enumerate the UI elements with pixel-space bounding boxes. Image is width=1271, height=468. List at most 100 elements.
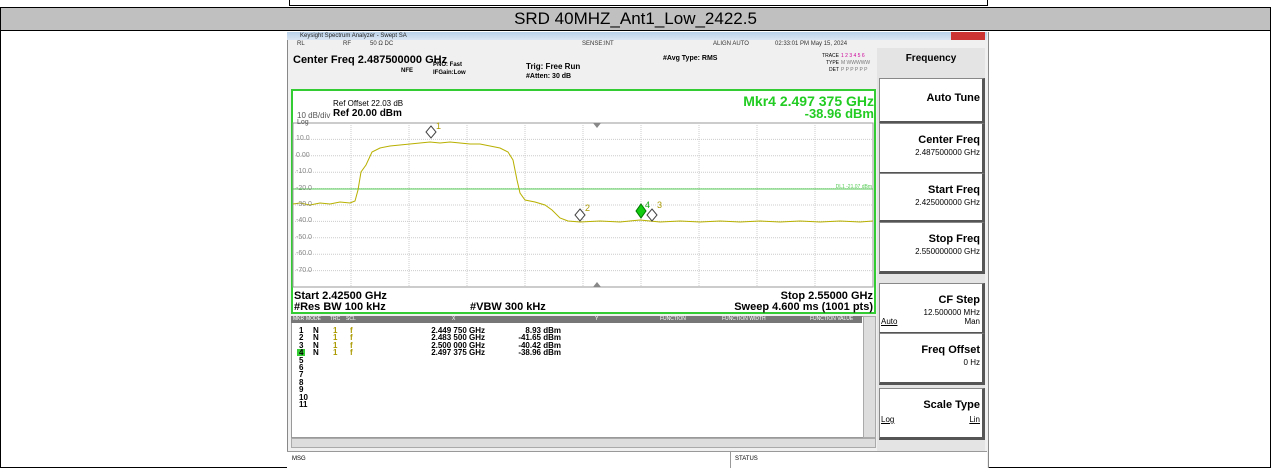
avg: #Avg Type: RMS bbox=[663, 55, 718, 62]
menu-label: Stop Freq bbox=[928, 233, 980, 245]
status-item: ALIGN AUTO bbox=[713, 41, 749, 47]
column-header: X bbox=[452, 316, 456, 322]
menu-label: Center Freq bbox=[918, 134, 980, 146]
start: Start 2.42500 GHz bbox=[294, 290, 387, 302]
cell: 4 bbox=[299, 348, 304, 358]
ref-level: Ref 20.00 dBm bbox=[333, 108, 402, 119]
window-controls bbox=[951, 32, 985, 40]
column-header: FUNCTION VALUE bbox=[810, 316, 854, 322]
column-header: MKR bbox=[293, 316, 305, 322]
cell: -40.42 dBm bbox=[518, 340, 561, 350]
y-label: 10.0 bbox=[296, 135, 310, 143]
cell: 2 bbox=[299, 333, 304, 343]
cell: 1 bbox=[333, 340, 338, 350]
column-header: FUNCTION WIDTH bbox=[722, 316, 766, 322]
pno: PNO: Fast bbox=[433, 62, 463, 68]
menu-value: 0 Hz bbox=[963, 358, 980, 367]
marker-4 bbox=[635, 203, 647, 219]
ifgain: IFGain:Low bbox=[433, 70, 466, 76]
cell: 2.497 375 GHz bbox=[431, 348, 485, 358]
y-label: -70.0 bbox=[296, 266, 312, 274]
cell: 10 bbox=[299, 392, 308, 402]
cell: 7 bbox=[299, 370, 304, 380]
cell: 8.93 dBm bbox=[525, 326, 561, 335]
menu-value: 12.500000 MHz bbox=[923, 308, 980, 317]
cell: N bbox=[313, 348, 319, 358]
menu-value: 2.550000000 GHz bbox=[915, 247, 980, 256]
status-item: RF bbox=[343, 41, 351, 47]
y-label: -30.0 bbox=[296, 201, 312, 208]
row-highlight bbox=[297, 349, 305, 357]
menu-label: Auto Tune bbox=[926, 92, 980, 104]
y-label: -50.0 bbox=[296, 233, 312, 241]
marker-2 bbox=[574, 208, 586, 222]
msg: MSG bbox=[292, 456, 306, 462]
y-label: -60.0 bbox=[296, 250, 312, 258]
center-tick bbox=[593, 123, 601, 128]
menu-option: Lin bbox=[969, 415, 980, 424]
cell: -38.96 dBm bbox=[518, 348, 561, 358]
cell: 1 bbox=[299, 326, 304, 335]
menu-label: Start Freq bbox=[928, 184, 980, 196]
trace-val: M WWWWW bbox=[841, 60, 871, 66]
status-item: 02:33:01 PM May 15, 2024 bbox=[775, 41, 848, 47]
menu-key[interactable] bbox=[879, 333, 985, 385]
trig: Trig: Free Run bbox=[526, 62, 581, 71]
display-line-label: DL1 -21.07 dBm bbox=[835, 184, 872, 190]
cell: f bbox=[350, 326, 353, 335]
trace-val: 1 2 3 4 5 6 bbox=[841, 53, 865, 59]
menu-key[interactable] bbox=[879, 78, 985, 124]
cell: N bbox=[313, 333, 319, 343]
cell: 1 bbox=[333, 333, 338, 343]
msg-divider bbox=[730, 451, 731, 468]
menu-label: CF Step bbox=[938, 294, 980, 306]
y-label: -10.0 bbox=[296, 168, 312, 176]
cell: 11 bbox=[299, 400, 308, 409]
trace bbox=[292, 141, 874, 223]
menu-key[interactable] bbox=[879, 283, 985, 335]
atten: #Atten: 30 dB bbox=[526, 73, 572, 80]
column-header: SCL bbox=[346, 316, 356, 322]
cell: 9 bbox=[299, 385, 304, 395]
cell: -41.65 dBm bbox=[518, 333, 561, 343]
menu-key[interactable] bbox=[879, 222, 985, 274]
ref-offset: Ref Offset 22.03 dB bbox=[333, 99, 404, 108]
marker-amp: -38.96 dBm bbox=[804, 106, 874, 121]
marker-3 bbox=[646, 208, 658, 222]
cell: 2.449 750 GHz bbox=[431, 326, 485, 335]
center-tick bbox=[593, 282, 601, 287]
cell: 8 bbox=[299, 377, 304, 387]
marker-label: 1 bbox=[436, 121, 442, 131]
status-item: 50 Ω DC bbox=[370, 41, 394, 47]
header-title: SRD 40MHZ_Ant1_Low_2422.5 bbox=[514, 9, 757, 28]
menu-option: Auto bbox=[881, 317, 898, 326]
column-header: MODE bbox=[306, 316, 321, 322]
marker-1 bbox=[425, 125, 437, 139]
msg-bar bbox=[287, 451, 987, 468]
menu-value: 2.425000000 GHz bbox=[915, 198, 980, 207]
menu-key[interactable] bbox=[879, 388, 985, 440]
scrollbar[interactable] bbox=[863, 316, 876, 438]
title-bar bbox=[287, 32, 987, 40]
cell: f bbox=[350, 348, 353, 358]
y-label: 0.00 bbox=[296, 151, 310, 159]
menu-title: Frequency bbox=[905, 53, 957, 64]
stop: Stop 2.55000 GHz bbox=[780, 290, 873, 302]
menu-label: Freq Offset bbox=[921, 344, 980, 356]
menu-value: 2.487500000 GHz bbox=[915, 148, 980, 157]
trace-key: TYPE bbox=[825, 60, 839, 66]
marker-table bbox=[291, 316, 864, 438]
header-row bbox=[0, 7, 1271, 31]
marker-label: 2 bbox=[585, 203, 591, 213]
h-scrollbar[interactable] bbox=[291, 438, 876, 448]
y-label: -20.0 bbox=[296, 184, 312, 192]
menu-key[interactable] bbox=[879, 173, 985, 223]
cell: 2.483 500 GHz bbox=[431, 333, 485, 343]
scale: 10 dB/div bbox=[297, 111, 331, 120]
center-freq: Center Freq 2.487500000 GHz bbox=[293, 54, 448, 66]
column-header: Y bbox=[595, 316, 599, 322]
column-header: FUNCTION bbox=[660, 316, 686, 322]
trace-key: TRACE bbox=[822, 53, 839, 59]
